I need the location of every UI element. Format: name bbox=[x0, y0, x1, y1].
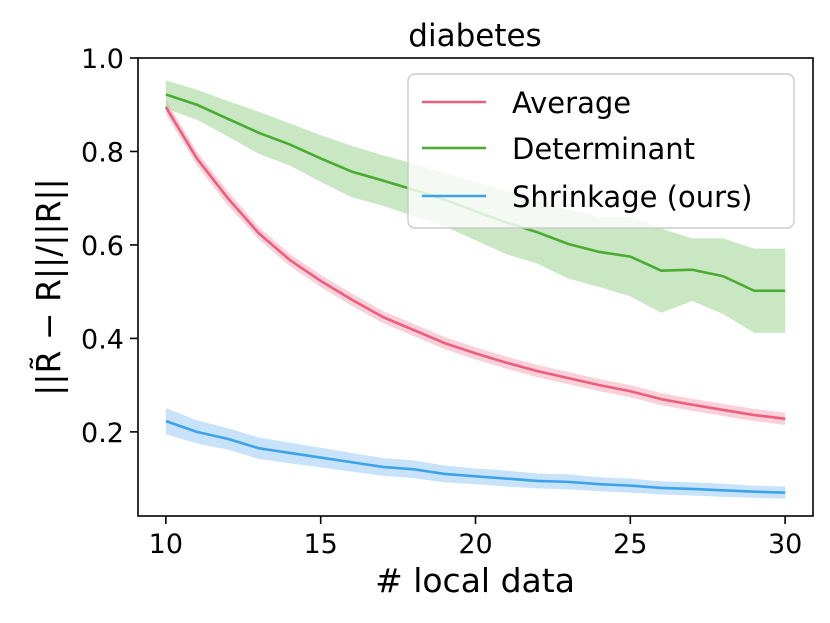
y-tick-label: 0.8 bbox=[81, 137, 124, 168]
x-axis-label: # local data bbox=[375, 561, 575, 600]
x-tick-label: 25 bbox=[613, 529, 647, 560]
legend-box bbox=[407, 73, 795, 229]
y-tick-label: 0.4 bbox=[81, 324, 124, 355]
series-line-shrinkage-ours bbox=[165, 419, 786, 494]
y-axis-label: ||R̃ − R||/||R|| bbox=[29, 178, 68, 395]
chart-title: diabetes bbox=[408, 18, 541, 54]
x-axis-ticks: 10 15 20 25 30 bbox=[149, 516, 802, 560]
series-line-average bbox=[164, 106, 786, 421]
legend-label-shrinkage: Shrinkage (ours) bbox=[512, 180, 752, 214]
y-tick-label: 1.0 bbox=[81, 44, 124, 75]
y-tick-label: 0.2 bbox=[81, 418, 124, 449]
x-tick-label: 15 bbox=[304, 529, 338, 560]
band-shrinkage-ours bbox=[165, 408, 786, 499]
y-tick-label: 0.6 bbox=[81, 231, 124, 262]
legend-label-determinant: Determinant bbox=[512, 132, 695, 166]
legend-label-average: Average bbox=[512, 86, 631, 120]
x-tick-label: 30 bbox=[768, 529, 802, 560]
legend: Average Determinant Shrinkage (ours) bbox=[407, 73, 795, 229]
y-axis-ticks: 0.2 0.4 0.6 0.8 1.0 bbox=[81, 44, 138, 449]
x-tick-label: 10 bbox=[149, 529, 183, 560]
x-tick-label: 20 bbox=[458, 529, 492, 560]
band-average bbox=[165, 100, 786, 425]
